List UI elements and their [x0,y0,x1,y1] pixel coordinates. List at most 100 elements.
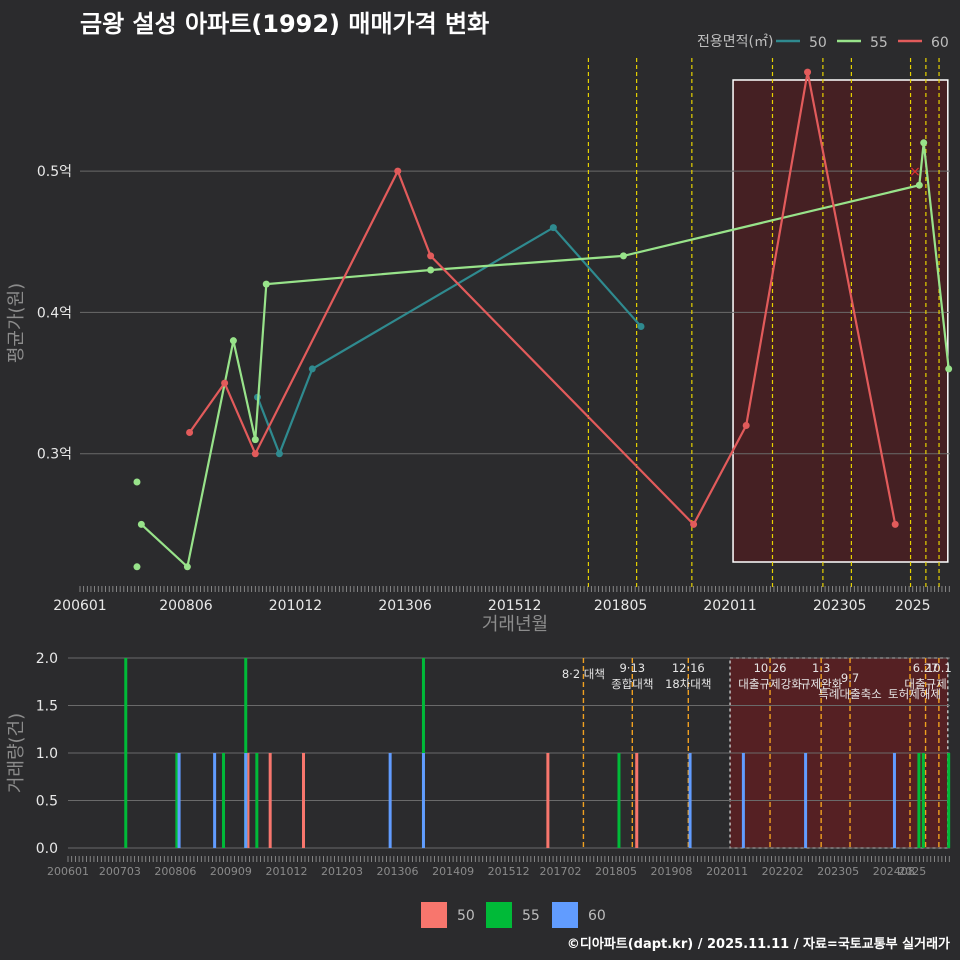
data-point-55 [619,252,627,260]
x-tick-label: 201702 [539,865,581,878]
volume-bar-55 [124,658,128,848]
legend-label-50: 50 [809,35,827,51]
x-tick-label: 201512 [488,865,530,878]
x-tick-label: 200806 [159,598,213,614]
y-tick-label: 1.5 [36,699,58,715]
policy-annotation: 특례대출축소 [818,687,881,701]
x-tick-label: 202011 [706,865,748,878]
policy-annotation: 대출규제 [904,677,946,691]
data-point-55 [251,436,259,444]
data-point-55 [945,365,953,373]
policy-annotation: 8·2 대책 [562,667,605,681]
data-point-50 [308,365,316,373]
chart-title: 금왕 설성 아파트(1992) 매매가격 변화 [80,10,490,38]
data-point-55 [427,266,435,274]
data-point-55 [229,337,237,345]
policy-annotation: 9·13 [619,661,645,675]
x-tick-label: 201306 [377,865,419,878]
series-line-50 [256,226,642,457]
data-point-60 [251,450,259,458]
series-line-55 [140,142,950,569]
data-point-60 [221,379,229,387]
x-tick-label: 200703 [99,865,141,878]
y-tick-label: 0.0 [36,841,58,857]
volume-bar-60 [804,753,808,848]
policy-annotation: 규제완화 [800,677,843,691]
bottom-legend: 50 55 60 [421,902,606,928]
legend-swatch-60 [552,902,578,928]
policy-annotation: 12·16 [672,661,705,675]
volume-bar-60 [421,753,425,848]
y-axis-label: 평균가(원) [6,283,27,363]
x-tick-label: 201805 [595,865,637,878]
volume-bar-60 [388,753,392,848]
volume-bar-60 [213,753,217,848]
x-tick-label: 200909 [210,865,252,878]
data-point-60 [394,167,402,175]
volume-bar-55 [917,753,921,848]
policy-annotation: 1.3 [812,661,830,675]
y-tick-label: 0.5 [36,794,58,810]
policy-annotation: 6.27 [913,661,939,675]
volume-bar-50 [635,753,639,848]
x-tick-label: 201908 [651,865,693,878]
x-tick-label: 202408 [873,865,915,878]
data-point-60 [690,520,698,528]
x-tick-label: 200806 [154,865,196,878]
volume-bar-chart: 0.0 0.5 1.0 1.5 2.0 8·2 대책 9·13 종합대책 12·16 18차대책 1… [6,651,952,878]
price-line-chart: 0.3억 0.4억 0.5억 200601 200806 201012 201306 2015… [6,58,953,635]
legend-label-55: 55 [522,908,540,924]
y-tick-label: 0.3억 [37,447,72,463]
y-tick-label: 0.5억 [37,164,72,180]
policy-annotation: 토허제해제 [888,687,941,701]
x-tick-label: 202202 [762,865,804,878]
data-point-55 [133,563,141,571]
volume-bar-55 [175,753,179,848]
legend-label-60: 60 [588,908,606,924]
volume-bar-55 [255,753,259,848]
legend-swatch-55 [486,902,512,928]
source-credit: ©디아파트(dapt.kr) / 2025.11.11 / 자료=국토교통부 실… [566,937,950,952]
x-tick-label: 200601 [47,865,89,878]
data-point-60 [427,252,435,260]
x-tick-label: 201805 [594,598,647,614]
policy-annotation: 10.1 [926,661,952,675]
data-point-60 [804,68,812,76]
x-axis-label: 거래년월 [482,614,548,635]
x-tick-label: 201012 [265,865,307,878]
top-legend: 전용면적(㎡) 50 55 60 [697,34,949,51]
x-tick-label: 2025 [895,598,931,614]
volume-bar-50 [246,753,250,848]
data-point-50 [275,450,283,458]
data-point-55 [915,181,923,189]
volume-bar-55 [947,753,951,848]
x-tick-label: 201512 [488,598,541,614]
x-tick-label: 200601 [53,598,106,614]
y-tick-label: 1.0 [36,746,58,762]
x-tick-label: 201203 [321,865,363,878]
data-point-55 [137,520,145,528]
legend-title: 전용면적(㎡) [697,34,773,50]
volume-bar-55 [921,753,925,848]
volume-bar-60 [688,753,692,848]
data-point-55 [262,280,270,288]
policy-annotation: 18차대책 [665,677,711,691]
x-tick-label: 202011 [703,598,756,614]
policy-annotation: 대출규제강화 [738,677,802,691]
x-tick-label: 2025 [898,865,926,878]
data-point-50 [549,224,557,232]
volume-bar-60 [892,753,896,848]
data-point-55 [183,563,191,571]
data-point-55 [920,139,928,147]
policy-annotation: 10.26 [754,661,787,675]
volume-bar-50 [301,753,305,848]
x-tick-label: 202305 [813,598,866,614]
volume-bar-50 [546,753,550,848]
x-tick-label: 201012 [269,598,322,614]
data-point-55 [133,478,141,486]
legend-label-55: 55 [870,35,888,51]
policy-annotation: 9.7 [841,671,859,685]
data-point-60 [742,421,750,429]
volume-bar-60 [741,753,745,848]
